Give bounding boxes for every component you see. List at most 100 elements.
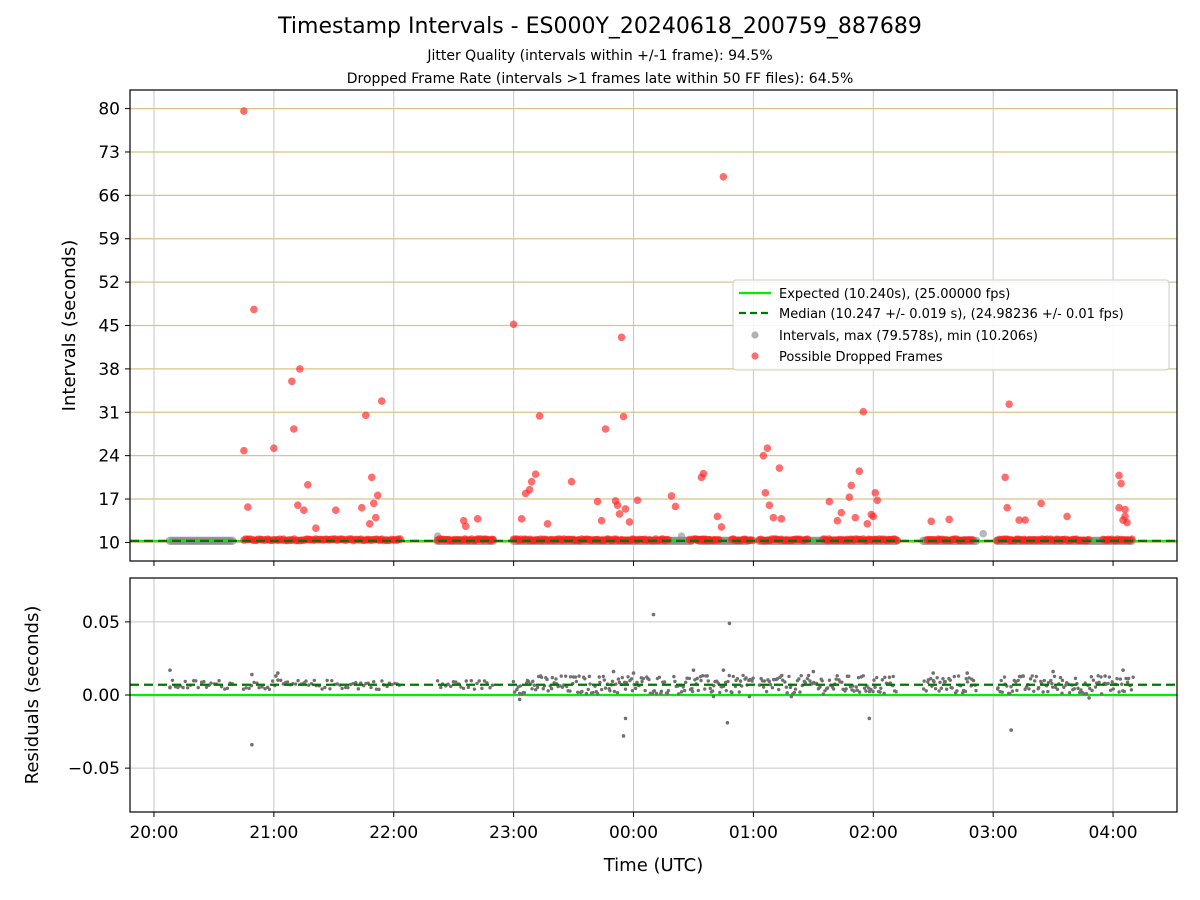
residual-point bbox=[706, 679, 710, 683]
residual-point bbox=[602, 678, 607, 682]
residual-point bbox=[250, 672, 254, 677]
residual-point bbox=[724, 688, 728, 693]
dropped-frame-point bbox=[567, 477, 576, 486]
dropped-frame-point bbox=[1121, 512, 1129, 521]
residual-point bbox=[541, 686, 545, 691]
dropped-frame-point bbox=[759, 451, 768, 460]
dropped-frame-point bbox=[617, 333, 626, 342]
residual-point bbox=[1124, 676, 1128, 681]
residuals-plot: 20:00 21:00 22:00 23:00 00:00 01:00 02:00 03:00… bbox=[22, 577, 1178, 876]
dropped-frame-point bbox=[489, 535, 497, 544]
residual-point bbox=[576, 690, 580, 694]
residual-point bbox=[615, 690, 620, 695]
residual-point bbox=[835, 673, 839, 678]
residual-point bbox=[891, 674, 895, 679]
residual-point bbox=[549, 686, 554, 691]
residual-point bbox=[938, 680, 942, 685]
residual-point bbox=[257, 686, 261, 690]
residual-point bbox=[935, 676, 939, 680]
residual-point bbox=[643, 688, 647, 693]
residual-point bbox=[225, 686, 230, 690]
residual-point bbox=[738, 679, 743, 683]
residual-point bbox=[731, 674, 736, 679]
residual-point bbox=[559, 674, 563, 678]
residual-point bbox=[599, 687, 604, 692]
x-tick-label: 21:00 bbox=[249, 823, 298, 843]
residual-point bbox=[941, 677, 945, 681]
residual-point bbox=[965, 671, 970, 675]
residual-point bbox=[320, 687, 324, 691]
residual-point bbox=[799, 673, 803, 678]
residual-point bbox=[805, 676, 810, 681]
residual-point bbox=[1046, 680, 1051, 685]
residual-point bbox=[792, 690, 797, 695]
residual-point bbox=[624, 681, 629, 685]
x-axis-label: Time (UTC) bbox=[603, 855, 704, 876]
residual-point bbox=[787, 674, 791, 679]
residual-point bbox=[963, 689, 968, 694]
residual-point bbox=[666, 688, 671, 693]
residual-point bbox=[1096, 674, 1100, 678]
residual-point bbox=[534, 688, 538, 692]
residual-point bbox=[1093, 685, 1098, 689]
y-tick-label: −0.05 bbox=[68, 759, 120, 779]
residual-point bbox=[1000, 690, 1004, 694]
residual-point bbox=[665, 691, 670, 696]
residual-point bbox=[623, 716, 628, 721]
residual-point bbox=[808, 679, 812, 683]
residual-point bbox=[469, 679, 474, 683]
interval-point bbox=[979, 529, 987, 538]
residual-point bbox=[1118, 677, 1122, 681]
residual-point bbox=[439, 685, 443, 690]
dropped-frame-point bbox=[719, 172, 728, 181]
residual-point bbox=[879, 686, 883, 690]
residual-point bbox=[789, 694, 794, 699]
y-tick-label: 66 bbox=[98, 186, 120, 206]
dropped-frame-point bbox=[369, 499, 378, 508]
residual-point bbox=[872, 678, 876, 682]
residual-point bbox=[764, 689, 769, 694]
residual-point bbox=[1072, 687, 1077, 691]
residual-point bbox=[971, 678, 976, 683]
residual-point bbox=[296, 678, 300, 683]
dropped-frame-point bbox=[473, 515, 482, 523]
dropped-frame-point bbox=[371, 513, 380, 522]
residual-point bbox=[1046, 689, 1050, 694]
residual-point bbox=[1089, 675, 1094, 679]
y-axis-label: Intervals (seconds) bbox=[59, 240, 80, 412]
dropped-frame-point bbox=[1037, 499, 1045, 508]
residual-point bbox=[475, 681, 479, 686]
dropped-frame-point bbox=[373, 491, 382, 500]
residual-point bbox=[1084, 692, 1089, 696]
residual-point bbox=[1111, 687, 1115, 691]
residual-point bbox=[1067, 691, 1072, 695]
residual-point bbox=[1117, 690, 1121, 694]
residual-point bbox=[784, 685, 789, 689]
residual-point bbox=[1106, 681, 1110, 686]
residual-point bbox=[573, 675, 578, 679]
dropped-frame-point bbox=[927, 517, 936, 526]
y-tick-label: 10 bbox=[98, 533, 120, 553]
residual-point bbox=[204, 685, 209, 690]
x-tick-label: 00:00 bbox=[609, 823, 658, 843]
dropped-frame-point bbox=[615, 510, 624, 518]
residual-point bbox=[568, 689, 572, 693]
dropped-frame-point bbox=[1123, 518, 1131, 527]
residual-point bbox=[241, 687, 246, 691]
residual-point bbox=[531, 679, 535, 684]
residual-point bbox=[1028, 677, 1033, 681]
residual-point bbox=[696, 688, 701, 693]
residual-point bbox=[1129, 688, 1134, 692]
dropped-frame-point bbox=[377, 397, 386, 405]
residual-point bbox=[1032, 689, 1036, 694]
residual-point bbox=[196, 685, 200, 690]
dropped-frame-point bbox=[845, 493, 854, 501]
residual-point bbox=[626, 675, 630, 679]
residual-point bbox=[1122, 689, 1126, 694]
dropped-frame-point bbox=[535, 412, 544, 420]
residual-point bbox=[267, 687, 272, 691]
dropped-frame-point bbox=[1003, 503, 1011, 512]
y-tick-label: 59 bbox=[98, 230, 120, 250]
dropped-frame-point bbox=[531, 470, 540, 479]
y-tick-label: 45 bbox=[98, 317, 120, 337]
